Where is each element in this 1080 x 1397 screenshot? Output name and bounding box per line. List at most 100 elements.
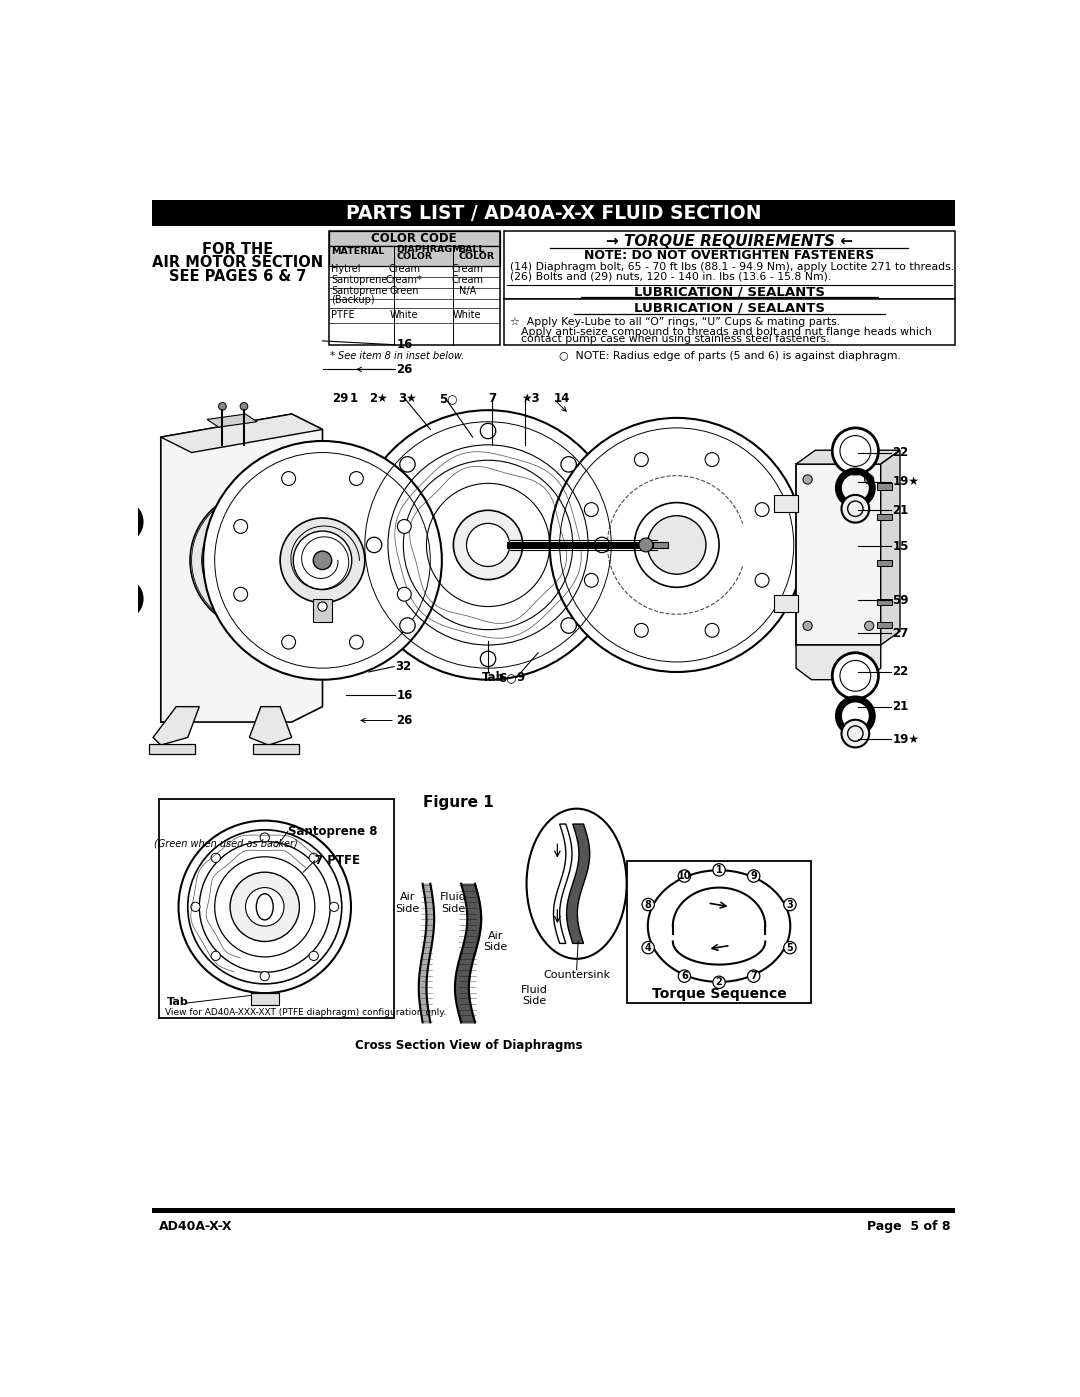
Polygon shape <box>251 993 279 1006</box>
Circle shape <box>397 520 411 534</box>
Circle shape <box>865 622 874 630</box>
Circle shape <box>705 453 719 467</box>
Circle shape <box>191 902 200 911</box>
Text: (Green when used as backer): (Green when used as backer) <box>154 838 298 849</box>
Text: N/A: N/A <box>459 286 476 296</box>
Text: Hytrel: Hytrel <box>330 264 361 274</box>
Circle shape <box>481 651 496 666</box>
Text: 26: 26 <box>396 714 413 726</box>
Text: MATERIAL: MATERIAL <box>330 247 384 256</box>
Text: Cream: Cream <box>388 264 420 274</box>
Text: → TORQUE REQUIREMENTS ←: → TORQUE REQUIREMENTS ← <box>606 235 853 249</box>
Bar <box>151 1208 956 1213</box>
Text: Fluid
Side: Fluid Side <box>521 985 548 1006</box>
Ellipse shape <box>527 809 626 958</box>
Text: 7 PTFE: 7 PTFE <box>314 854 360 868</box>
Circle shape <box>329 902 339 911</box>
Circle shape <box>350 472 363 486</box>
Bar <box>504 231 955 299</box>
Polygon shape <box>567 824 590 943</box>
Circle shape <box>642 942 654 954</box>
Bar <box>504 299 955 345</box>
Bar <box>877 483 892 489</box>
Circle shape <box>833 427 878 474</box>
Polygon shape <box>796 645 881 680</box>
Bar <box>774 595 798 612</box>
Circle shape <box>309 854 319 862</box>
Text: COLOR: COLOR <box>396 251 433 261</box>
Text: Santoprene 8: Santoprene 8 <box>288 824 377 838</box>
Bar <box>877 560 892 567</box>
Bar <box>652 542 669 548</box>
Circle shape <box>309 951 319 961</box>
Circle shape <box>747 970 760 982</box>
Polygon shape <box>161 414 323 722</box>
Circle shape <box>639 538 652 552</box>
Text: Fluid
Side: Fluid Side <box>440 893 467 914</box>
Text: (Backup): (Backup) <box>330 295 375 305</box>
Circle shape <box>594 538 610 553</box>
Text: White: White <box>453 310 482 320</box>
Text: 2★: 2★ <box>368 393 388 405</box>
Circle shape <box>313 550 332 570</box>
Text: 21: 21 <box>892 504 908 517</box>
Circle shape <box>280 518 365 602</box>
Text: 16: 16 <box>396 338 413 351</box>
Circle shape <box>634 623 648 637</box>
Bar <box>149 743 195 754</box>
Circle shape <box>755 573 769 587</box>
Circle shape <box>294 531 352 590</box>
Circle shape <box>481 423 496 439</box>
Bar <box>313 599 332 622</box>
Polygon shape <box>249 707 292 745</box>
Text: ☆  Apply Key-Lube to all “O” rings, “U” Cups & mating parts.: ☆ Apply Key-Lube to all “O” rings, “U” C… <box>511 317 840 327</box>
Text: 27: 27 <box>892 627 908 640</box>
Text: 16: 16 <box>396 689 413 701</box>
Circle shape <box>678 970 690 982</box>
Text: White: White <box>390 310 418 320</box>
Circle shape <box>282 636 296 650</box>
Circle shape <box>802 622 812 630</box>
Circle shape <box>282 472 296 486</box>
Bar <box>328 231 500 345</box>
Circle shape <box>841 719 869 747</box>
Text: 59: 59 <box>892 594 908 606</box>
Text: 6: 6 <box>681 971 688 981</box>
Circle shape <box>713 977 725 989</box>
Bar <box>151 200 956 226</box>
FancyArrowPatch shape <box>555 401 566 411</box>
Text: 4: 4 <box>645 943 651 953</box>
Circle shape <box>233 587 247 601</box>
Text: NOTE: DO NOT OVERTIGHTEN FASTENERS: NOTE: DO NOT OVERTIGHTEN FASTENERS <box>584 249 875 261</box>
Circle shape <box>755 503 769 517</box>
Text: 6○: 6○ <box>498 671 516 685</box>
Bar <box>159 799 394 1018</box>
Circle shape <box>642 898 654 911</box>
Text: 22: 22 <box>892 665 908 679</box>
Text: Air
Side: Air Side <box>484 930 508 953</box>
Text: DIAPHRAGM: DIAPHRAGM <box>396 244 462 254</box>
Text: 1: 1 <box>350 393 357 405</box>
Circle shape <box>318 602 327 610</box>
Text: contact pump case when using stainless steel fasteners.: contact pump case when using stainless s… <box>522 334 829 344</box>
Polygon shape <box>161 414 323 453</box>
Polygon shape <box>554 824 572 943</box>
Circle shape <box>833 652 878 698</box>
Circle shape <box>233 520 247 534</box>
Bar <box>328 231 500 246</box>
Text: 32: 32 <box>395 661 411 673</box>
Bar <box>253 743 299 754</box>
Text: LUBRICATION / SEALANTS: LUBRICATION / SEALANTS <box>634 286 825 299</box>
Circle shape <box>397 587 411 601</box>
Bar <box>877 622 892 629</box>
Text: 19★: 19★ <box>892 732 919 746</box>
Circle shape <box>802 475 812 485</box>
Circle shape <box>561 617 577 633</box>
Text: (26) Bolts and (29) nuts, 120 - 140 in. lbs (13.6 - 15.8 Nm).: (26) Bolts and (29) nuts, 120 - 140 in. … <box>511 272 832 282</box>
Circle shape <box>705 623 719 637</box>
Text: 2: 2 <box>716 978 723 988</box>
Circle shape <box>747 870 760 882</box>
Circle shape <box>353 411 623 680</box>
Circle shape <box>584 573 598 587</box>
FancyArrowPatch shape <box>357 367 392 372</box>
